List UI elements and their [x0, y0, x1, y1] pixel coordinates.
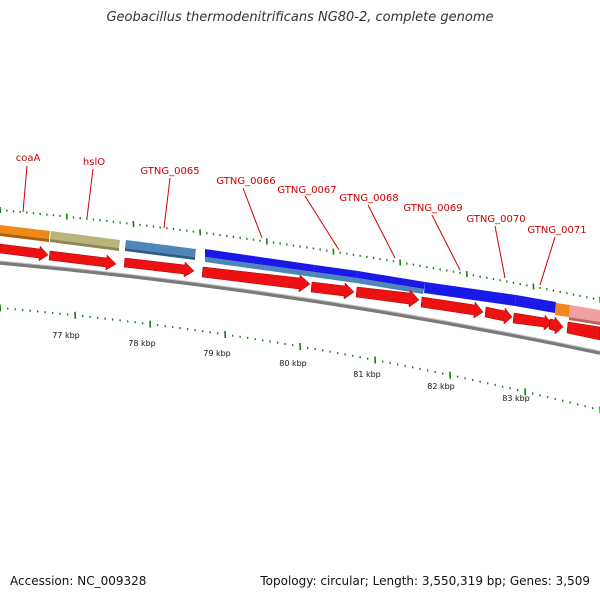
- genome-backbone-highlight: [0, 260, 600, 352]
- gene-label-coaA: coaA: [16, 153, 41, 164]
- feature-GTNG_0070: [515, 295, 556, 313]
- leader-hslO: [86, 168, 94, 219]
- gene-label-GTNG_0066: GTNG_0066: [216, 176, 275, 187]
- feature-GTNG_0065-shade: [125, 248, 195, 260]
- gene-label-GTNG_0067: GTNG_0067: [277, 185, 336, 196]
- leader-GTNG_0071: [539, 236, 556, 286]
- feature-next-shade: [569, 317, 600, 325]
- feature-hslO: [50, 231, 120, 248]
- cds-arrow-5: [310, 281, 355, 300]
- feature-GTNG_0065: [125, 240, 196, 257]
- cds-arrow-9: [512, 312, 553, 331]
- genome-summary-text: Topology: circular; Length: 3,550,319 bp…: [260, 574, 590, 588]
- kbp-label-81: 81 kbp: [353, 370, 381, 379]
- outer-tick-track: [0, 206, 600, 304]
- kbp-label-83: 83 kbp: [502, 394, 530, 403]
- cds-arrow-11: [566, 321, 600, 341]
- gene-labels: coaA hslO GTNG_0065 GTNG_0066 GTNG_0067 …: [16, 153, 587, 236]
- cds-arrow-3: [123, 257, 195, 278]
- cds-arrow-8: [484, 306, 513, 325]
- genome-backbone: [0, 261, 600, 355]
- feature-next: [569, 305, 600, 322]
- feature-coaA: [0, 225, 50, 239]
- feature-GTNG_0069: [424, 282, 516, 306]
- cds-arrow-1: [0, 243, 49, 262]
- leader-GTNG_0070: [494, 225, 506, 279]
- kbp-labels: 77 kbp 78 kbp 79 kbp 80 kbp 81 kbp 82 kb…: [52, 331, 530, 403]
- kbp-label-79: 79 kbp: [203, 349, 231, 358]
- cds-arrow-6: [355, 286, 420, 308]
- gene-label-GTNG_0069: GTNG_0069: [403, 203, 462, 214]
- gene-label-GTNG_0065: GTNG_0065: [140, 166, 199, 177]
- feature-GTNG_0068: [357, 271, 425, 289]
- accession-text: Accession: NC_009328: [10, 574, 147, 588]
- leader-GTNG_0065: [163, 177, 171, 229]
- kbp-label-82: 82 kbp: [427, 382, 455, 391]
- feature-hslO-shade: [50, 239, 119, 251]
- kbp-label-80: 80 kbp: [279, 359, 307, 368]
- cds-arrow-10: [548, 316, 564, 335]
- gene-label-hslO: hslO: [83, 157, 105, 168]
- feature-GTNG_0067: [314, 265, 358, 278]
- feature-track: [0, 225, 600, 325]
- feature-GTNG_0068-inner: [356, 278, 424, 294]
- leader-GTNG_0066: [242, 187, 263, 239]
- cds-arrow-2: [48, 250, 117, 271]
- label-leaders: [22, 165, 556, 286]
- gene-label-GTNG_0070: GTNG_0070: [466, 214, 525, 225]
- feature-coaA-shade: [0, 233, 49, 242]
- cds-arrow-7: [420, 296, 484, 319]
- leader-GTNG_0067: [304, 195, 340, 251]
- feature-GTNG_0067-inner: [313, 272, 357, 283]
- gene-label-GTNG_0068: GTNG_0068: [339, 193, 398, 204]
- feature-GTNG_0066: [205, 249, 315, 272]
- kbp-label-77: 77 kbp: [52, 331, 80, 340]
- cds-arrow-4: [201, 266, 311, 293]
- leader-GTNG_0068: [367, 204, 396, 259]
- kbp-label-78: 78 kbp: [128, 339, 156, 348]
- gene-label-GTNG_0071: GTNG_0071: [527, 225, 586, 236]
- leader-coaA: [22, 165, 28, 213]
- map-title: Geobacillus thermodenitrificans NG80-2, …: [106, 10, 494, 25]
- leader-GTNG_0069: [431, 214, 461, 271]
- cds-arrow-track: [0, 243, 600, 341]
- feature-GTNG_0071: [555, 303, 570, 317]
- feature-GTNG_0066-inner: [205, 257, 314, 277]
- inner-tick-track: [0, 304, 600, 414]
